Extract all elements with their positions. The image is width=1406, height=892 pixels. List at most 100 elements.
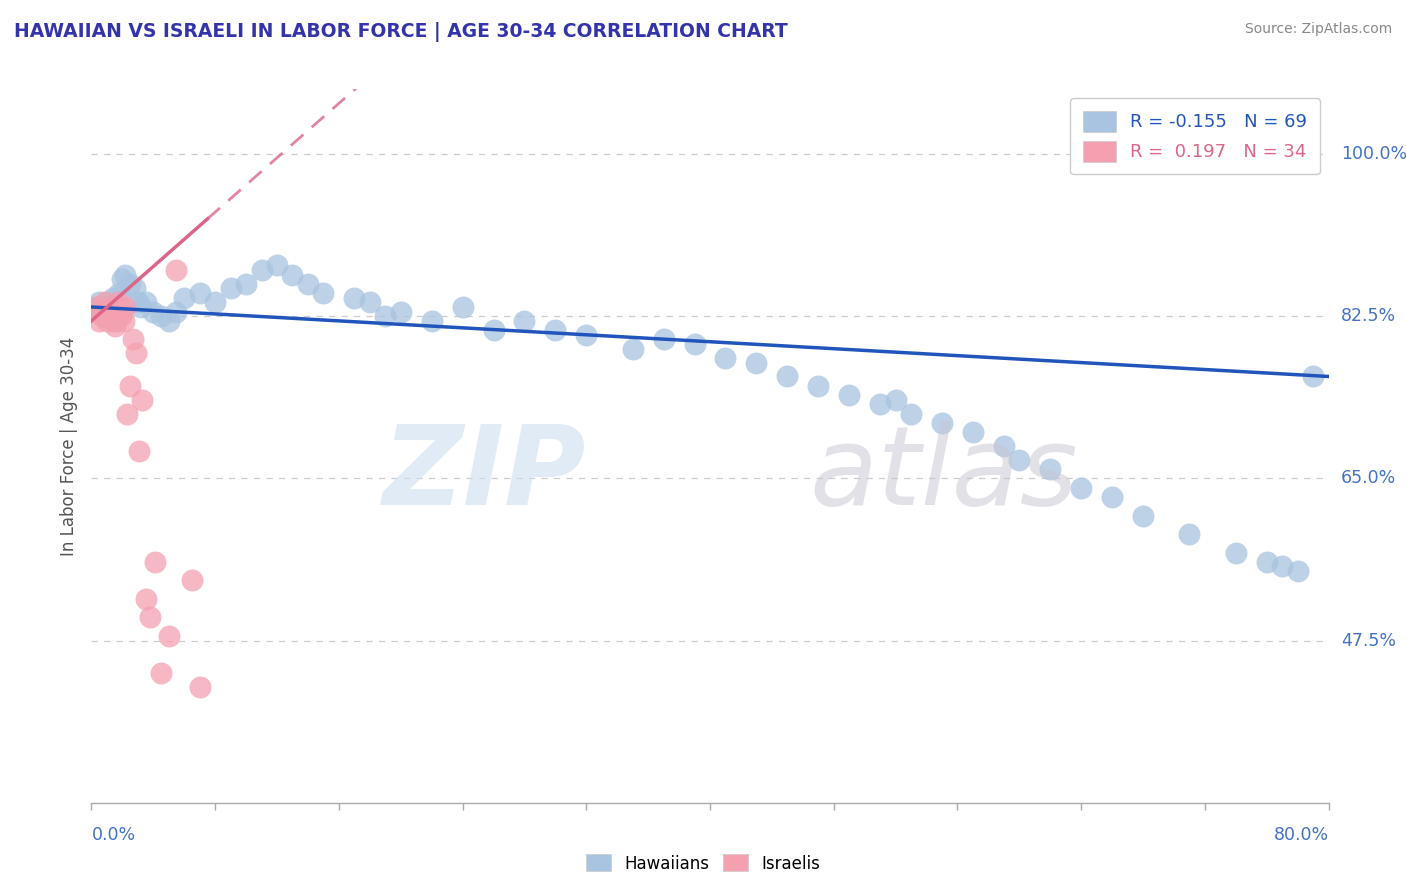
Point — [204, 295, 226, 310]
Point — [1008, 453, 1031, 467]
Point — [122, 333, 145, 347]
Point — [389, 304, 412, 318]
Point — [884, 392, 907, 407]
Point — [139, 610, 162, 624]
Point — [84, 300, 107, 314]
Point — [98, 304, 121, 318]
Point — [97, 310, 120, 324]
Point — [90, 304, 112, 318]
Point — [87, 295, 111, 310]
Point — [776, 369, 799, 384]
Point — [1039, 462, 1062, 476]
Point — [114, 268, 136, 282]
Point — [135, 295, 157, 310]
Point — [188, 680, 211, 694]
Point — [111, 272, 134, 286]
Point — [129, 300, 152, 314]
Point — [621, 342, 644, 356]
Text: 82.5%: 82.5% — [1341, 307, 1396, 326]
Point — [84, 300, 107, 314]
Point — [150, 310, 173, 324]
Point — [343, 291, 366, 305]
Point — [90, 304, 112, 318]
Point — [281, 268, 304, 282]
Point — [482, 323, 505, 337]
Text: 100.0%: 100.0% — [1341, 145, 1406, 163]
Point — [96, 295, 118, 310]
Point — [838, 388, 860, 402]
Text: HAWAIIAN VS ISRAELI IN LABOR FORCE | AGE 30-34 CORRELATION CHART: HAWAIIAN VS ISRAELI IN LABOR FORCE | AGE… — [14, 22, 787, 42]
Point — [131, 392, 153, 407]
Point — [94, 304, 117, 318]
Point — [513, 314, 536, 328]
Point — [266, 258, 288, 272]
Point — [101, 314, 124, 328]
Point — [127, 295, 149, 310]
Point — [166, 263, 188, 277]
Point — [108, 300, 131, 314]
Point — [97, 304, 120, 318]
Point — [124, 281, 146, 295]
Legend: R = -0.155   N = 69, R =  0.197   N = 34: R = -0.155 N = 69, R = 0.197 N = 34 — [1070, 98, 1320, 174]
Point — [1225, 545, 1247, 559]
Point — [544, 323, 567, 337]
Point — [135, 591, 157, 606]
Point — [1178, 527, 1201, 541]
Point — [1271, 559, 1294, 574]
Point — [100, 300, 122, 314]
Text: 65.0%: 65.0% — [1341, 469, 1396, 487]
Point — [157, 314, 180, 328]
Point — [104, 304, 127, 318]
Point — [188, 286, 211, 301]
Point — [869, 397, 891, 411]
Point — [250, 263, 273, 277]
Point — [166, 304, 188, 318]
Point — [111, 304, 134, 318]
Point — [108, 286, 131, 301]
Point — [962, 425, 984, 439]
Point — [1256, 555, 1278, 569]
Point — [142, 304, 165, 318]
Point — [91, 300, 114, 314]
Point — [105, 314, 128, 328]
Point — [451, 300, 474, 314]
Point — [112, 314, 135, 328]
Text: ZIP: ZIP — [382, 421, 586, 528]
Point — [745, 355, 768, 369]
Point — [180, 574, 204, 588]
Text: 80.0%: 80.0% — [1274, 826, 1329, 844]
Point — [359, 295, 381, 310]
Point — [105, 304, 128, 318]
Text: 47.5%: 47.5% — [1341, 632, 1396, 649]
Point — [652, 333, 675, 347]
Point — [143, 555, 166, 569]
Point — [173, 291, 195, 305]
Point — [1302, 369, 1324, 384]
Point — [157, 629, 180, 643]
Point — [125, 346, 148, 360]
Point — [150, 666, 173, 681]
Point — [900, 407, 922, 421]
Point — [114, 300, 136, 314]
Point — [120, 277, 141, 291]
Point — [1070, 481, 1092, 495]
Point — [101, 291, 124, 305]
Point — [807, 378, 830, 392]
Point — [993, 439, 1015, 453]
Point — [1132, 508, 1154, 523]
Text: atlas: atlas — [808, 421, 1077, 528]
Point — [1101, 490, 1123, 504]
Point — [91, 310, 114, 324]
Point — [128, 443, 150, 458]
Text: 0.0%: 0.0% — [91, 826, 135, 844]
Point — [93, 310, 115, 324]
Point — [107, 295, 129, 310]
Point — [931, 416, 953, 430]
Point — [115, 407, 138, 421]
Point — [297, 277, 319, 291]
Point — [575, 327, 598, 342]
Point — [312, 286, 335, 301]
Point — [93, 304, 115, 318]
Point — [110, 310, 132, 324]
Point — [96, 314, 118, 328]
